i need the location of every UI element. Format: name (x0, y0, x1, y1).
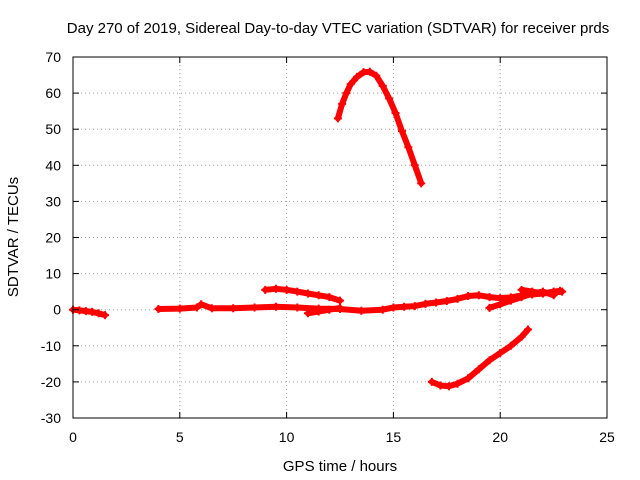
y-tick-label: 20 (45, 230, 61, 246)
y-tick-label: 70 (45, 49, 61, 65)
x-tick-label: 25 (599, 429, 615, 445)
data-point (378, 305, 387, 314)
data-point (506, 296, 515, 305)
data-point (378, 81, 387, 90)
data-point (474, 365, 483, 374)
tick-layer: 0 5 10 15 20 25 -30 -20 -10 0 10 20 30 40 50 60 70 (41, 49, 615, 445)
series-segment (428, 326, 531, 390)
data-point (517, 332, 526, 341)
data-point (357, 306, 366, 315)
data-point (417, 179, 426, 188)
data-point (410, 302, 419, 311)
data-point (427, 377, 436, 386)
data-point (325, 305, 334, 314)
y-tick-label: 10 (45, 266, 61, 282)
data-point (453, 294, 462, 303)
data-point (410, 161, 419, 170)
data-point (346, 80, 355, 89)
data-point (175, 304, 184, 313)
x-tick-label: 15 (386, 429, 402, 445)
data-point (303, 309, 312, 318)
data-point (389, 303, 398, 312)
data-point (506, 341, 515, 350)
data-point (485, 293, 494, 302)
y-tick-label: 40 (45, 157, 61, 173)
data-point (197, 300, 206, 309)
data-point (261, 285, 270, 294)
data-point (496, 349, 505, 358)
data-point (528, 287, 537, 296)
data-point (391, 108, 400, 117)
data-point (333, 114, 342, 123)
data-point (496, 300, 505, 309)
data-point (436, 381, 445, 390)
data-point (464, 374, 473, 383)
data-point (314, 291, 323, 300)
y-tick-label: 50 (45, 121, 61, 137)
data-point (94, 309, 103, 318)
data-point (517, 293, 526, 302)
data-point (192, 303, 201, 312)
data-point (325, 293, 334, 302)
data-point (485, 303, 494, 312)
data-point (442, 297, 451, 306)
y-tick-label: 60 (45, 85, 61, 101)
data-layer (69, 67, 567, 391)
data-point (342, 89, 351, 98)
x-tick-label: 5 (176, 429, 184, 445)
data-point (517, 285, 526, 294)
y-axis-label: SDTVAR / TECUs (5, 177, 22, 297)
data-point (372, 71, 381, 80)
data-point (365, 67, 374, 76)
data-point (101, 311, 110, 320)
data-point (293, 287, 302, 296)
data-point (271, 284, 280, 293)
data-point (397, 127, 406, 136)
data-point (523, 325, 532, 334)
data-point (485, 356, 494, 365)
data-point (336, 303, 344, 312)
data-point (400, 302, 409, 311)
data-point (404, 143, 413, 152)
chart-title: Day 270 of 2019, Sidereal Day-to-day VTE… (67, 20, 609, 37)
data-point (154, 304, 163, 313)
data-point (338, 99, 347, 108)
data-point (293, 303, 302, 312)
data-point (385, 94, 394, 103)
data-point (556, 286, 565, 295)
series-segment (305, 304, 343, 317)
data-point (538, 289, 547, 298)
data-point (444, 382, 453, 391)
data-point (271, 302, 280, 311)
data-point (353, 72, 362, 81)
x-axis-label: GPS time / hours (283, 458, 397, 475)
data-point (432, 298, 441, 307)
data-point (88, 307, 97, 316)
x-tick-label: 20 (492, 429, 508, 445)
x-tick-label: 10 (279, 429, 295, 445)
data-point (453, 379, 462, 388)
data-point (314, 307, 323, 316)
y-tick-label: -30 (41, 410, 61, 426)
x-tick-label: 0 (69, 429, 77, 445)
data-point (207, 304, 216, 313)
data-point (229, 304, 238, 313)
data-point (250, 303, 259, 312)
data-point (303, 289, 312, 298)
data-point (464, 291, 473, 300)
data-point (474, 291, 483, 300)
y-tick-label: 0 (53, 302, 61, 318)
y-tick-label: -20 (41, 374, 61, 390)
data-point (336, 296, 344, 305)
y-tick-label: -10 (41, 338, 61, 354)
data-point (421, 299, 430, 308)
y-tick-label: 30 (45, 193, 61, 209)
data-point (282, 285, 291, 294)
series-segment (334, 68, 425, 187)
